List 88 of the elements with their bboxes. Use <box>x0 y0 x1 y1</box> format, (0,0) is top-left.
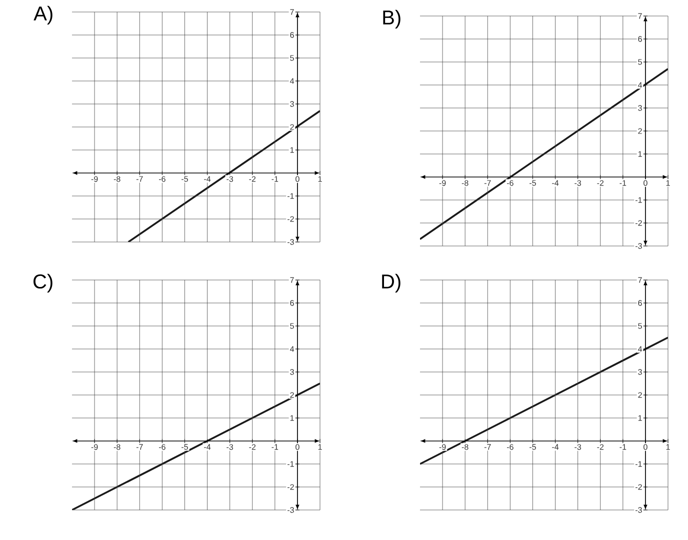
y-tick-label: 6 <box>290 32 294 38</box>
x-tick-label: -2 <box>249 444 256 450</box>
y-tick-label: -3 <box>288 239 294 245</box>
x-tick-label: -7 <box>484 444 491 450</box>
y-tick-label: 2 <box>638 392 642 398</box>
y-tick-label: -2 <box>636 220 642 226</box>
x-tick-label: -6 <box>158 444 166 450</box>
y-tick-label: 4 <box>290 346 294 352</box>
y-tick-label: 4 <box>638 346 642 352</box>
y-tick-label: 3 <box>290 101 294 107</box>
y-tick-label: 3 <box>638 369 642 375</box>
chart-title: A) <box>34 6 52 25</box>
x-tick-label: -8 <box>462 444 468 450</box>
x-tick-label: -9 <box>439 444 446 450</box>
x-tick-label: -5 <box>182 444 188 450</box>
y-tick-label: 6 <box>638 36 642 42</box>
x-tick-label: 1 <box>318 176 322 182</box>
x-tick-label: -1 <box>620 180 626 186</box>
x-tick-label: -7 <box>136 444 143 450</box>
x-tick-label: -3 <box>574 180 582 186</box>
x-tick-label: -4 <box>552 444 559 450</box>
y-tick-label: -2 <box>636 484 642 490</box>
x-tick-label: -3 <box>226 444 234 450</box>
x-tick-label: -1 <box>272 176 278 182</box>
x-tick-label: 0 <box>644 180 648 186</box>
chart-title: D) <box>382 274 400 293</box>
x-tick-label: -4 <box>204 176 211 182</box>
y-tick-label: 4 <box>290 78 294 84</box>
y-tick-label: 2 <box>290 392 294 398</box>
x-tick-label: 0 <box>296 176 300 182</box>
x-tick-label: -7 <box>136 176 143 182</box>
chart-title: B) <box>383 10 400 29</box>
x-tick-label: -5 <box>182 176 188 182</box>
y-tick-label: 7 <box>638 277 642 283</box>
x-tick-label: -8 <box>462 180 468 186</box>
y-tick-label: -1 <box>288 461 294 467</box>
x-tick-label: -8 <box>114 444 120 450</box>
y-tick-label: 2 <box>638 128 642 134</box>
y-tick-label: -3 <box>636 243 642 249</box>
y-tick-label: -1 <box>288 193 294 199</box>
y-tick-label: 1 <box>290 147 294 153</box>
x-tick-label: -2 <box>597 444 604 450</box>
y-tick-label: 7 <box>290 9 294 15</box>
x-tick-label: -3 <box>574 444 582 450</box>
x-tick-label: -2 <box>249 176 256 182</box>
y-tick-label: -2 <box>288 216 294 222</box>
y-tick-label: 5 <box>290 55 294 61</box>
x-tick-label: 1 <box>666 444 670 450</box>
x-tick-label: -3 <box>226 176 234 182</box>
x-tick-label: 0 <box>644 444 648 450</box>
y-tick-label: 1 <box>290 415 294 421</box>
y-tick-label: -1 <box>636 461 642 467</box>
x-tick-label: -5 <box>530 180 536 186</box>
x-tick-label: -2 <box>597 180 604 186</box>
y-tick-label: 7 <box>290 277 294 283</box>
x-tick-label: -1 <box>620 444 626 450</box>
y-tick-label: 3 <box>638 105 642 111</box>
y-tick-label: -2 <box>288 484 294 490</box>
y-tick-label: 7 <box>638 13 642 19</box>
y-tick-label: -3 <box>288 507 294 513</box>
x-tick-label: -9 <box>91 444 98 450</box>
x-tick-label: -8 <box>114 176 120 182</box>
x-tick-label: -4 <box>552 180 559 186</box>
y-tick-label: 2 <box>290 124 294 130</box>
x-tick-label: -6 <box>158 176 166 182</box>
x-tick-label: -9 <box>439 180 446 186</box>
y-tick-label: -1 <box>636 197 642 203</box>
y-tick-label: -3 <box>636 507 642 513</box>
chart-title: C) <box>34 274 52 293</box>
y-tick-label: 3 <box>290 369 294 375</box>
y-tick-label: 6 <box>290 300 294 306</box>
y-tick-label: 1 <box>638 415 642 421</box>
x-tick-label: -4 <box>204 444 211 450</box>
x-tick-label: -6 <box>506 180 514 186</box>
x-tick-label: -7 <box>484 180 491 186</box>
x-tick-label: -5 <box>530 444 536 450</box>
x-tick-label: -6 <box>506 444 514 450</box>
y-tick-label: 1 <box>638 151 642 157</box>
x-tick-label: 0 <box>296 444 300 450</box>
y-tick-label: 5 <box>290 323 294 329</box>
x-tick-label: 1 <box>666 180 670 186</box>
x-tick-label: -9 <box>91 176 98 182</box>
y-tick-label: 6 <box>638 300 642 306</box>
y-tick-label: 5 <box>638 59 642 65</box>
x-tick-label: 1 <box>318 444 322 450</box>
y-tick-label: 5 <box>638 323 642 329</box>
x-tick-label: -1 <box>272 444 278 450</box>
y-tick-label: 4 <box>638 82 642 88</box>
